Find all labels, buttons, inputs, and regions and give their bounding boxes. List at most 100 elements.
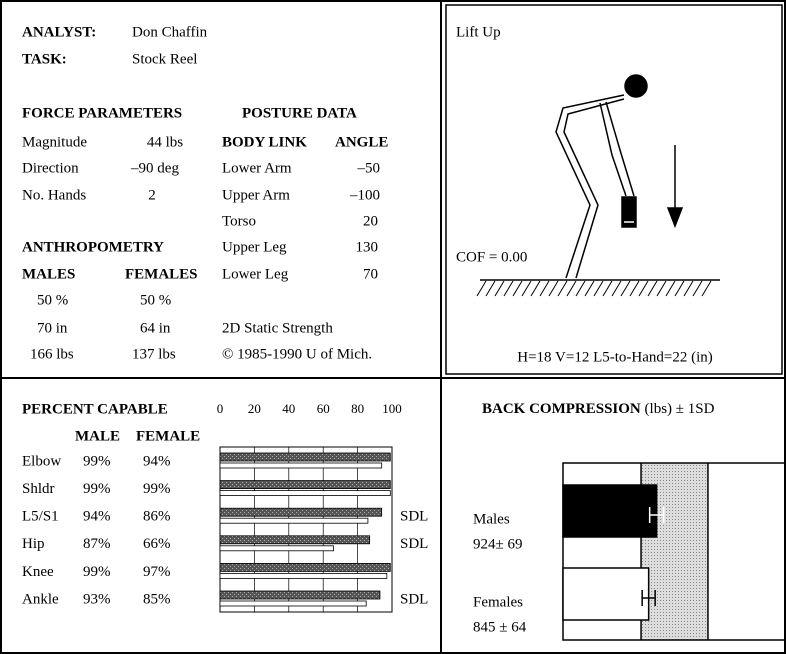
male-value: 99% <box>83 481 111 497</box>
hatch <box>692 280 703 297</box>
male-value: 93% <box>83 591 111 607</box>
label: ANALYST: <box>22 24 96 40</box>
male-bar <box>219 507 383 517</box>
hatch <box>539 280 550 297</box>
joint: Shldr <box>22 481 55 497</box>
ground-hatch <box>476 280 712 297</box>
label: Direction <box>22 160 79 176</box>
value: 166 lbs <box>30 346 74 362</box>
label: Lower Arm <box>222 160 292 176</box>
label: No. Hands <box>22 187 86 203</box>
hatch <box>494 280 505 297</box>
plot-frame <box>562 462 786 641</box>
tick-label: 60 <box>317 401 330 416</box>
group-name: Females <box>473 594 523 610</box>
hatch <box>638 280 649 297</box>
heading: POSTURE DATA <box>242 105 357 121</box>
male-value: 94% <box>83 509 111 525</box>
plot-frame <box>219 446 393 613</box>
hatch <box>683 280 694 297</box>
joint: Knee <box>22 564 54 580</box>
heading: PERCENT CAPABLE <box>22 401 168 417</box>
value: 50 % <box>140 292 171 308</box>
flag: SDL <box>400 536 428 552</box>
hatch <box>620 280 631 297</box>
hatch <box>647 280 658 297</box>
subtitle: (lbs) ± 1SD <box>645 401 715 417</box>
label: TASK: <box>22 51 67 67</box>
tick-label: 40 <box>282 401 295 416</box>
program: 2D Static Strength <box>222 320 333 336</box>
tick-label: 80 <box>351 401 364 416</box>
hatch <box>566 280 577 297</box>
male-bar <box>219 563 391 572</box>
value: 50 % <box>37 292 68 308</box>
hatch <box>512 280 523 297</box>
female-value: 85% <box>143 591 171 607</box>
view-title: Lift Up <box>456 24 501 40</box>
label: Upper Leg <box>222 239 287 255</box>
male-value: 99% <box>83 453 111 469</box>
hatch <box>485 280 496 297</box>
copyright: © 1985-1990 U of Mich. <box>222 346 372 362</box>
female-value: 94% <box>143 453 171 469</box>
hatch <box>584 280 595 297</box>
hatch <box>674 280 685 297</box>
heading: FORCE PARAMETERS <box>22 105 182 121</box>
male-bar <box>219 535 371 545</box>
female-bar <box>219 462 383 469</box>
cof: COF = 0.00 <box>456 249 527 265</box>
bar <box>562 484 658 538</box>
value: –100 <box>349 187 380 203</box>
female-value: 66% <box>143 536 171 552</box>
joint: L5/S1 <box>22 509 59 525</box>
hatch <box>521 280 532 297</box>
value: 137 lbs <box>132 346 176 362</box>
hatch <box>593 280 604 297</box>
value: 70 <box>363 266 378 282</box>
label: Magnitude <box>22 134 87 150</box>
label: Lower Leg <box>222 266 289 282</box>
error-bar <box>641 590 656 606</box>
percent-capable-chart: 0 20 40 60 80 100 Elbow 99% 94% Shldr 99% 99% L5/S1 9… <box>22 401 428 613</box>
value: 64 in <box>140 320 171 336</box>
bar <box>562 567 650 621</box>
back-compression-chart: Males 924± 69 Females 845 ± 64 <box>473 462 786 641</box>
group-value: 845 ± 64 <box>473 619 527 635</box>
hatch <box>602 280 613 297</box>
flag: SDL <box>400 509 428 525</box>
heading: ANGLE <box>335 134 388 150</box>
label: Torso <box>222 213 256 229</box>
joint: Hip <box>22 536 45 552</box>
value: Don Chaffin <box>132 24 208 40</box>
heading: FEMALE <box>136 428 200 444</box>
female-bar <box>219 545 334 552</box>
group-value: 924± 69 <box>473 536 522 552</box>
female-bar <box>219 517 369 524</box>
hatch <box>530 280 541 297</box>
caption: H=18 V=12 L5-to-Hand=22 (in) <box>517 349 713 365</box>
flag: SDL <box>400 591 428 607</box>
value: –90 deg <box>130 160 179 176</box>
value: Stock Reel <box>132 51 197 67</box>
hatch <box>575 280 586 297</box>
value: –50 <box>357 160 381 176</box>
value: 70 in <box>37 320 68 336</box>
female-bar <box>219 600 367 607</box>
hatch <box>548 280 559 297</box>
male-bar <box>219 452 391 462</box>
male-bar <box>219 480 391 490</box>
heading: FEMALES <box>125 266 198 282</box>
hatch <box>557 280 568 297</box>
heading: BACK COMPRESSION (lbs) ± 1SD <box>482 401 715 417</box>
joint: Elbow <box>22 453 61 469</box>
value: 44 lbs <box>147 134 183 150</box>
group-name: Males <box>473 511 510 527</box>
male-bar <box>219 590 381 600</box>
label: Upper Arm <box>222 187 290 203</box>
heading: ANTHROPOMETRY <box>22 239 164 255</box>
hatch <box>656 280 667 297</box>
hatch <box>629 280 640 297</box>
tick-label: 20 <box>248 401 261 416</box>
